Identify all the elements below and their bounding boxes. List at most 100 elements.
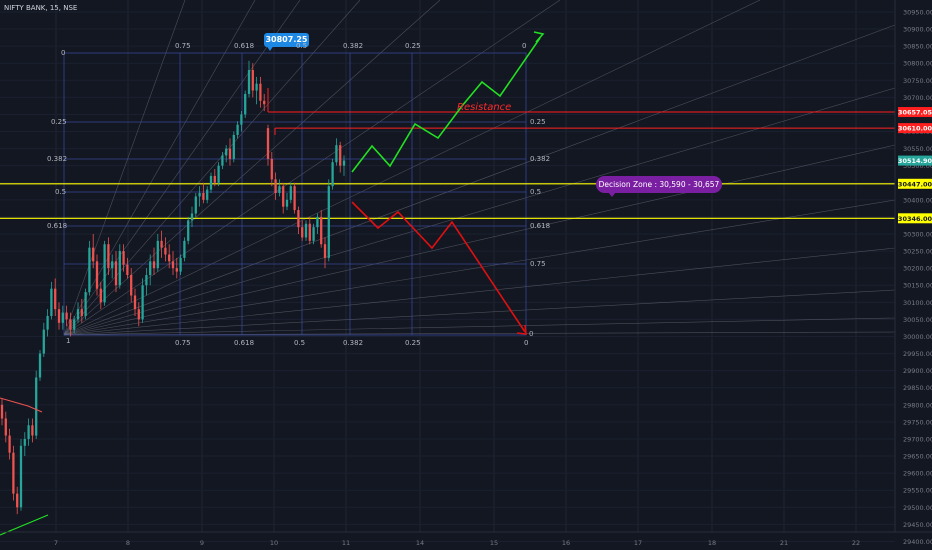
candle-body xyxy=(331,162,334,187)
candle-body xyxy=(228,148,232,159)
time-tick-label: 9 xyxy=(200,539,204,547)
candle-body xyxy=(130,275,133,296)
fib-left-05: 0.5 xyxy=(55,188,67,196)
candle-body xyxy=(183,240,186,258)
candle-body xyxy=(133,295,137,310)
time-tick-label: 17 xyxy=(634,539,642,547)
candle-body xyxy=(301,227,304,238)
fib-left-1: 1 xyxy=(66,337,71,345)
candle-body xyxy=(316,216,319,228)
candle-body xyxy=(187,220,190,241)
resistance-label: Resistance xyxy=(457,102,512,113)
candle-body xyxy=(327,186,330,258)
price-tick-label: 30950.00 xyxy=(903,8,932,16)
candle-body xyxy=(266,128,270,159)
candle-body xyxy=(221,155,224,166)
decision-zone-callout[interactable]: Decision Zone : 30,590 - 30,657 xyxy=(596,176,722,193)
candle-body xyxy=(149,261,152,275)
fib-right-05: 0.5 xyxy=(530,188,542,196)
candle-body xyxy=(206,189,209,200)
candles xyxy=(0,60,346,536)
fib-left-0382: 0.382 xyxy=(47,155,68,163)
candle-body xyxy=(65,312,68,320)
fib-bottom-05: 0.5 xyxy=(294,339,306,347)
candle-body xyxy=(297,210,300,228)
candle-body xyxy=(339,145,342,166)
price-tick-label: 30750.00 xyxy=(903,77,932,85)
price-tag-label: 30657.05 xyxy=(898,109,932,117)
candle-body xyxy=(114,261,118,286)
fib-bottom-025: 0.25 xyxy=(405,339,421,347)
price-tick-label: 30700.00 xyxy=(903,94,932,102)
price-tag-label: 30447.00 xyxy=(898,180,932,188)
price-tag-current xyxy=(898,155,932,166)
candle-body xyxy=(27,425,30,439)
price-tick-label: 30300.00 xyxy=(903,231,932,239)
fib-left-025: 0.25 xyxy=(51,118,67,126)
candle-body xyxy=(232,134,235,159)
price-tick-label: 29900.00 xyxy=(903,367,932,375)
price-tick-label: 30850.00 xyxy=(903,43,932,51)
candle-body xyxy=(263,100,266,105)
candle-body xyxy=(293,186,296,211)
fib-box xyxy=(63,52,527,336)
price-tick-label: 29700.00 xyxy=(903,435,932,443)
candle-body xyxy=(274,179,277,194)
fib-right-075: 0.75 xyxy=(530,260,546,268)
price-tick-label: 30500.00 xyxy=(903,162,932,170)
fan-line xyxy=(63,247,896,336)
candle-body xyxy=(247,70,251,94)
bearish-path xyxy=(351,201,526,333)
fib-right-0: 0 xyxy=(529,330,534,338)
fib-top-0382: 0.382 xyxy=(343,42,364,50)
price-tag-support-lower xyxy=(898,213,932,224)
price-tick-label: 30150.00 xyxy=(903,282,932,290)
candle-body xyxy=(335,145,338,163)
candle-body xyxy=(61,312,64,323)
grid-lines xyxy=(0,0,895,542)
bearish-arrowhead xyxy=(516,324,527,335)
candle-body xyxy=(122,251,125,265)
candle-body xyxy=(190,213,194,221)
fib-right-0618: 0.618 xyxy=(530,222,551,230)
candle-body xyxy=(111,261,114,269)
candle-body xyxy=(35,377,38,436)
candle-body xyxy=(46,315,49,330)
candle-body xyxy=(38,353,42,378)
candle-body xyxy=(225,148,228,156)
price-tick-label: 30900.00 xyxy=(903,26,932,34)
price-tag-label: 30346.00 xyxy=(898,215,932,223)
candle-body xyxy=(156,240,159,269)
candle-body xyxy=(312,227,315,241)
candle-body xyxy=(103,244,106,303)
time-tick-label: 16 xyxy=(562,539,570,547)
price-tick-label: 30800.00 xyxy=(903,60,932,68)
time-tick-label: 8 xyxy=(126,539,130,547)
candle-body xyxy=(171,261,175,269)
fan-line xyxy=(63,0,441,336)
price-tick-label: 29850.00 xyxy=(903,384,932,392)
candle-body xyxy=(4,418,7,436)
fan-line xyxy=(63,0,361,336)
candle-body xyxy=(259,83,262,101)
candle-body xyxy=(118,251,121,286)
candle-body xyxy=(92,247,95,262)
fib-top-075: 0.75 xyxy=(175,42,191,50)
price-tag-resistance-lower xyxy=(898,123,932,134)
price-tick-label: 29550.00 xyxy=(903,487,932,495)
candle-body xyxy=(107,244,110,269)
candle-body xyxy=(160,240,163,248)
fan-line xyxy=(63,24,896,336)
fan-line xyxy=(63,0,301,336)
candle-body xyxy=(304,223,308,238)
fan-line xyxy=(63,317,896,336)
candle-body xyxy=(69,319,72,330)
candle-body xyxy=(202,193,205,200)
bullish-path xyxy=(351,37,541,173)
price-tick-label: 29600.00 xyxy=(903,470,932,478)
symbol-label: NIFTY BANK, 15, NSE xyxy=(4,4,78,12)
price-tick-label: 29400.00 xyxy=(903,538,932,546)
fan-line xyxy=(63,0,256,336)
